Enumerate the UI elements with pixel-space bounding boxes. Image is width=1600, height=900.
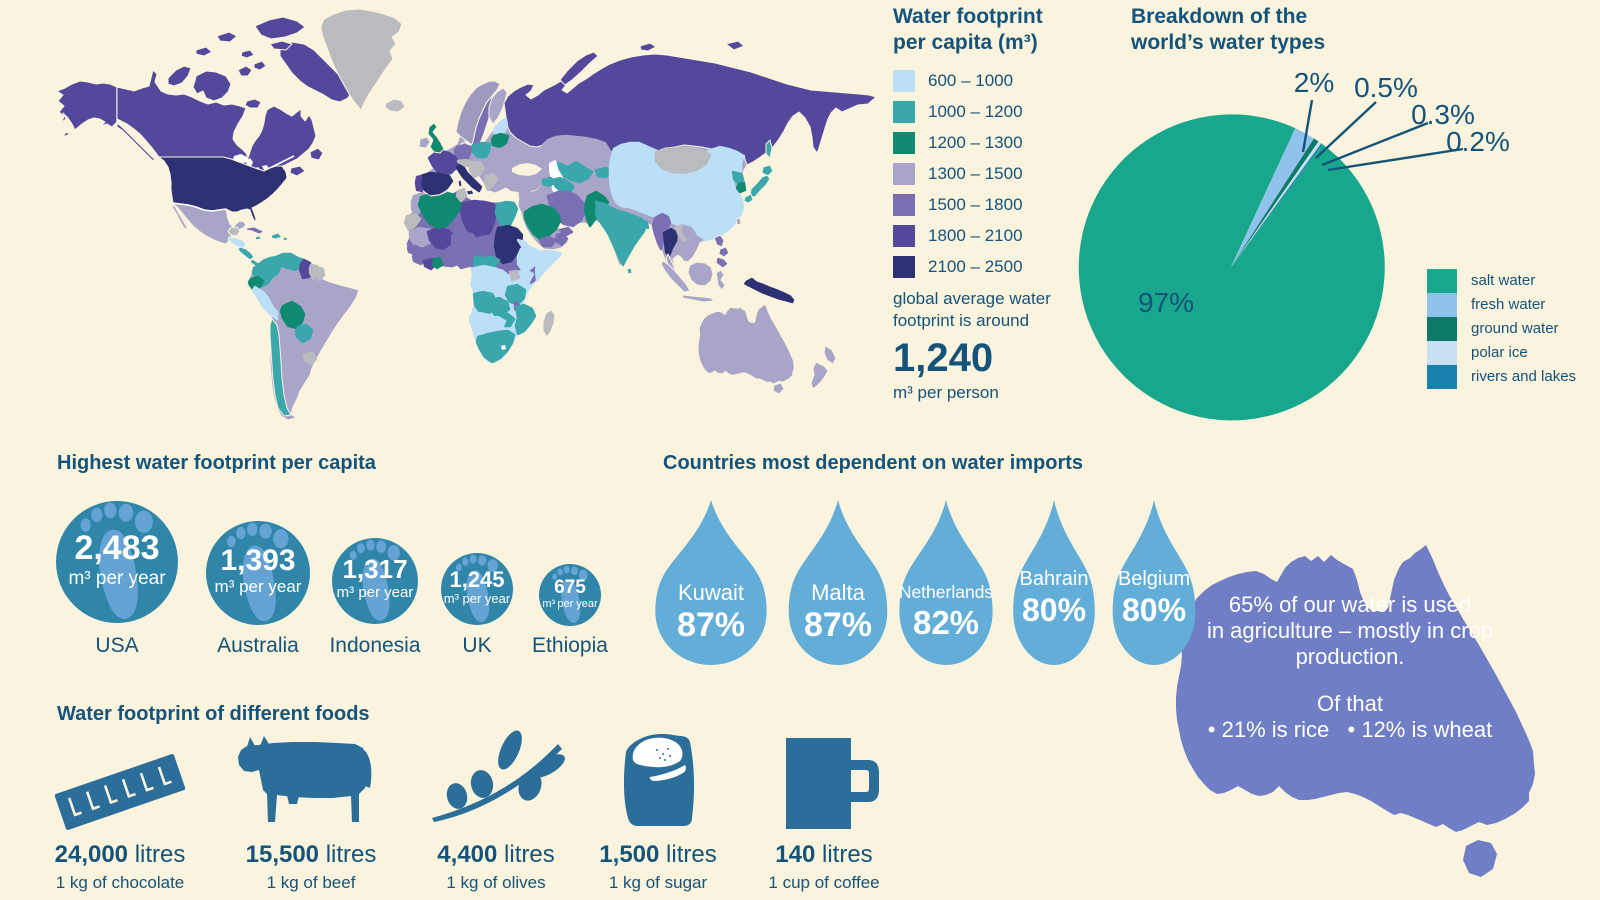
svg-text:1,317: 1,317 — [342, 554, 407, 584]
svg-text:Malta: Malta — [811, 580, 866, 605]
svg-text:80%: 80% — [1022, 592, 1086, 628]
svg-text:Bahrain: Bahrain — [1020, 568, 1089, 590]
svg-text:m³ per year: m³ per year — [337, 584, 414, 601]
svg-text:Australia: Australia — [217, 634, 299, 657]
svg-text:0.2%: 0.2% — [1446, 126, 1510, 157]
svg-text:m³ per year: m³ per year — [444, 591, 511, 606]
svg-text:Indonesia: Indonesia — [329, 634, 420, 657]
svg-text:4,400 litres: 4,400 litres — [437, 841, 554, 868]
svg-text:1,500 litres: 1,500 litres — [599, 841, 716, 868]
svg-text:• 21% is rice • 12% is wheat: • 21% is rice • 12% is wheat — [1208, 717, 1492, 742]
svg-text:1 kg of olives: 1 kg of olives — [446, 873, 545, 892]
svg-text:2%: 2% — [1294, 67, 1334, 98]
svg-text:24,000 litres: 24,000 litres — [55, 841, 186, 868]
svg-text:USA: USA — [95, 634, 138, 657]
svg-text:m³ per year: m³ per year — [542, 598, 598, 610]
svg-text:1,393: 1,393 — [220, 544, 295, 577]
svg-text:Kuwait: Kuwait — [678, 580, 744, 605]
svg-text:80%: 80% — [1122, 592, 1186, 628]
svg-text:0.3%: 0.3% — [1411, 99, 1475, 130]
svg-text:Netherlands: Netherlands — [899, 582, 994, 602]
svg-text:87%: 87% — [804, 606, 872, 644]
svg-text:15,500 litres: 15,500 litres — [246, 841, 377, 868]
svg-text:1 kg of beef: 1 kg of beef — [267, 873, 356, 892]
svg-text:0.5%: 0.5% — [1354, 72, 1418, 103]
svg-text:production.: production. — [1296, 644, 1405, 669]
svg-text:m³ per year: m³ per year — [68, 568, 166, 589]
svg-text:1 kg of sugar: 1 kg of sugar — [609, 873, 708, 892]
svg-text:UK: UK — [462, 634, 491, 657]
svg-text:65% of our water is used: 65% of our water is used — [1229, 592, 1471, 617]
svg-text:82%: 82% — [913, 604, 979, 641]
svg-text:675: 675 — [554, 577, 586, 598]
svg-text:Belgium: Belgium — [1118, 568, 1190, 590]
svg-text:Of that: Of that — [1317, 691, 1383, 716]
svg-text:97%: 97% — [1138, 287, 1194, 318]
svg-text:1 kg of chocolate: 1 kg of chocolate — [56, 873, 185, 892]
svg-text:m³ per year: m³ per year — [215, 577, 302, 596]
svg-text:1 cup of coffee: 1 cup of coffee — [768, 873, 879, 892]
svg-text:in agriculture – mostly in cro: in agriculture – mostly in crop — [1207, 618, 1493, 643]
svg-text:87%: 87% — [677, 606, 745, 644]
svg-text:140 litres: 140 litres — [775, 841, 872, 868]
svg-text:2,483: 2,483 — [74, 529, 159, 567]
svg-text:1,245: 1,245 — [449, 567, 504, 592]
svg-text:Ethiopia: Ethiopia — [532, 634, 608, 657]
